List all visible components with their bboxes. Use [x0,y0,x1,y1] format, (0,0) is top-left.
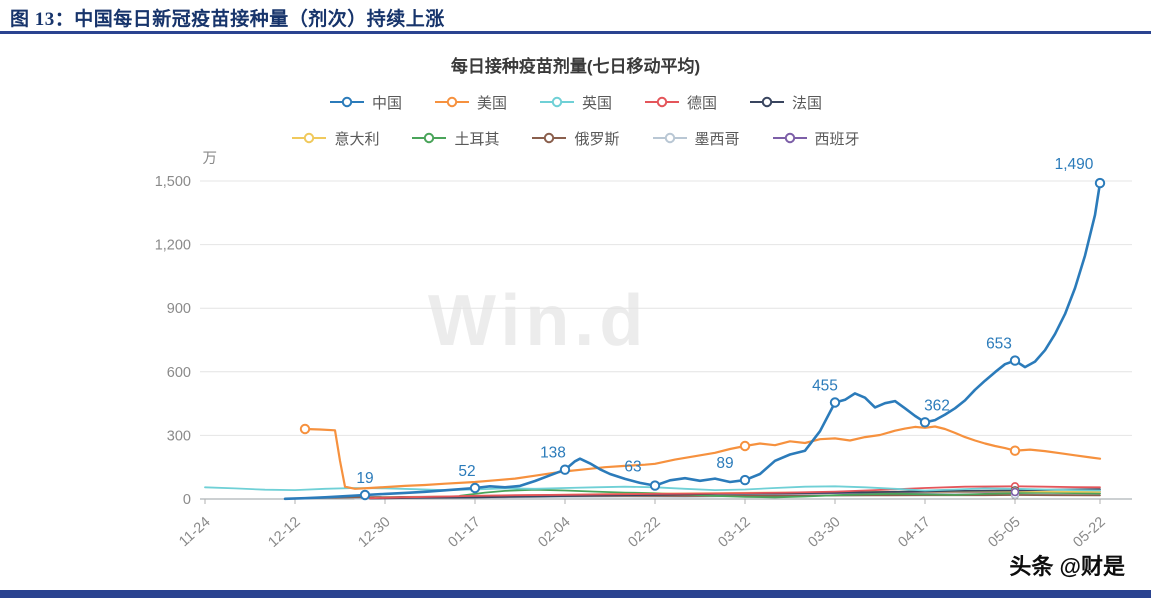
x-tick-label: 02-04 [535,514,573,551]
legend-label: 中国 [371,94,402,112]
point-marker-中国 [469,482,481,494]
point-marker-中国 [739,474,751,486]
data-label: 455 [812,378,838,395]
legend-label: 俄罗斯 [574,130,620,148]
point-marker-西班牙 [1010,487,1020,497]
header-divider [0,31,1151,34]
legend-marker-icon [750,96,785,108]
legend-marker-icon [434,96,469,108]
y-tick-label: 1,200 [155,238,191,254]
x-tick-label: 01-17 [445,514,483,551]
legend-marker-icon [532,132,567,144]
x-tick-label: 11-24 [176,514,213,550]
y-axis-unit: 万 [203,151,218,167]
data-label: 63 [624,459,641,476]
x-tick-label: 03-30 [805,514,843,551]
y-tick-label: 900 [167,301,191,317]
legend-row-2: 意大利 土耳其 俄罗斯 墨西哥 西班牙 [0,128,1151,148]
point-marker-中国 [1094,177,1106,189]
legend-label: 法国 [792,94,823,112]
x-tick-label: 05-22 [1070,514,1108,551]
point-marker-中国 [649,480,661,491]
legend-marker-icon [539,96,574,108]
legend-label: 西班牙 [814,130,860,148]
point-marker-中国 [559,464,571,475]
x-tick-label: 12-12 [265,514,303,551]
legend-marker-icon [652,132,687,144]
figure-title: 图 13：中国每日新冠疫苗接种量（剂次）持续上涨 [10,9,445,30]
point-marker-美国 [739,440,751,452]
x-tick-label: 12-30 [355,514,393,551]
legend-marker-icon [412,132,447,144]
legend-item-中国: 中国 [329,92,402,113]
data-label: 362 [924,397,950,414]
x-tick-label: 03-12 [715,514,753,551]
data-label: 653 [986,336,1012,353]
data-label: 89 [716,455,733,472]
legend-label: 土耳其 [454,130,500,148]
x-tick-label: 04-17 [895,514,933,551]
y-tick-label: 300 [167,428,191,444]
series-line-土耳其 [459,488,1101,499]
legend-marker-icon [329,96,364,108]
legend-marker-icon [645,96,679,108]
legend-item-俄罗斯: 俄罗斯 [531,128,620,149]
point-marker-中国 [829,397,841,408]
legend-item-墨西哥: 墨西哥 [652,128,740,149]
legend-marker-icon [772,132,807,144]
legend-marker-icon [292,132,327,144]
data-label: 138 [540,445,566,462]
footer-bar [0,590,1151,598]
legend-label: 意大利 [334,130,380,148]
series-line-中国 [283,181,1102,501]
wind-watermark: Win.d [428,281,649,361]
data-label: 52 [458,463,475,480]
point-marker-美国 [299,423,311,435]
y-tick-label: 0 [183,492,191,508]
legend-item-德国: 德国 [644,92,717,113]
point-marker-中国 [359,489,371,501]
legend-item-意大利: 意大利 [291,128,379,149]
vaccination-line-chart: 0 300 600 900 1,200 1,500 万 11-24 12-12 12-30 01-1… [155,151,1132,551]
data-label: 1,490 [1055,156,1094,173]
legend-item-法国: 法国 [749,92,822,113]
legend-item-土耳其: 土耳其 [411,128,499,149]
x-tick-label: 05-05 [985,514,1023,551]
series-line-美国 [303,425,1102,490]
legend-item-英国: 英国 [539,92,612,113]
chart-title: 每日接种疫苗剂量(七日移动平均) [450,57,701,76]
point-marker-中国 [919,417,931,428]
data-label: 19 [356,470,373,487]
point-marker-中国 [1009,355,1021,366]
y-tick-label: 600 [167,365,191,381]
credit-text: 头条 @财是 [1009,554,1125,579]
point-marker-美国 [1009,445,1021,456]
legend-row-1: 中国 美国 英国 德国 法国 [0,92,1151,112]
legend-item-美国: 美国 [434,92,507,113]
legend-label: 英国 [581,94,612,112]
legend-label: 美国 [476,94,507,112]
legend-item-西班牙: 西班牙 [772,128,860,149]
y-tick-label: 1,500 [155,174,191,190]
legend-label: 墨西哥 [694,130,740,148]
x-tick-label: 02-22 [625,514,663,551]
legend-label: 德国 [687,94,718,112]
